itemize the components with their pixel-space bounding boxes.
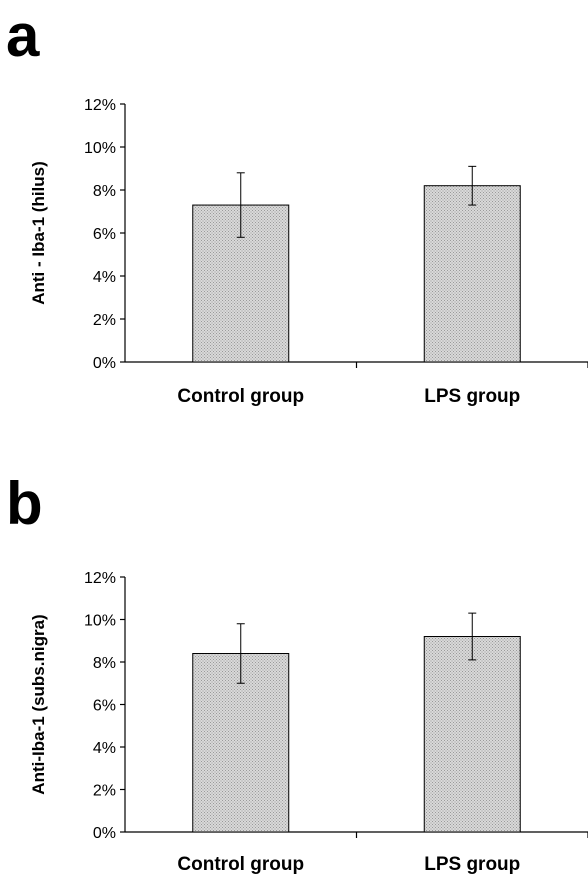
y-tick-label: 10% xyxy=(84,613,116,630)
y-axis-label: Anti-Iba-1 (subs.nigra) xyxy=(29,614,48,794)
y-tick-label: 2% xyxy=(93,312,116,329)
y-axis-label: Anti - Iba-1 (hilus) xyxy=(29,161,48,305)
bar-lps-group xyxy=(423,185,521,363)
y-tick-label: 4% xyxy=(93,269,116,286)
y-tick-label: 8% xyxy=(93,655,116,672)
y-tick-label: 0% xyxy=(93,825,116,842)
bar-chart-a: 0% 2% 4% 6% 8% 10% 12% Control group LPS group An… xyxy=(29,97,588,407)
y-tick-label: 12% xyxy=(84,570,116,587)
y-tick-label: 4% xyxy=(93,740,116,757)
y-tick-label: 10% xyxy=(84,140,116,157)
x-category-label: Control group xyxy=(177,386,304,407)
y-tick-label: 2% xyxy=(93,783,116,800)
x-category-label: LPS group xyxy=(424,386,520,407)
bar-chart-b: 0% 2% 4% 6% 8% 10% 12% Control group LPS group An… xyxy=(29,570,588,875)
y-tick-label: 6% xyxy=(93,698,116,715)
y-tick-label: 12% xyxy=(84,97,116,114)
x-category-label: LPS group xyxy=(424,854,520,875)
x-category-label: Control group xyxy=(177,854,304,875)
y-tick-label: 8% xyxy=(93,183,116,200)
y-tick-label: 0% xyxy=(93,355,116,372)
panel-label-b: b xyxy=(6,470,43,537)
bar-lps-group xyxy=(423,636,521,833)
chart-panel-b: b 0% 2% 4% 6% 8% 10% 12% Control group LPS group… xyxy=(0,440,588,880)
panel-label-a: a xyxy=(6,2,40,69)
y-tick-label: 6% xyxy=(93,226,116,243)
chart-panel-a: a 0% 2% 4% 6% 8% 10% 12% Control group LPS group… xyxy=(0,0,588,440)
